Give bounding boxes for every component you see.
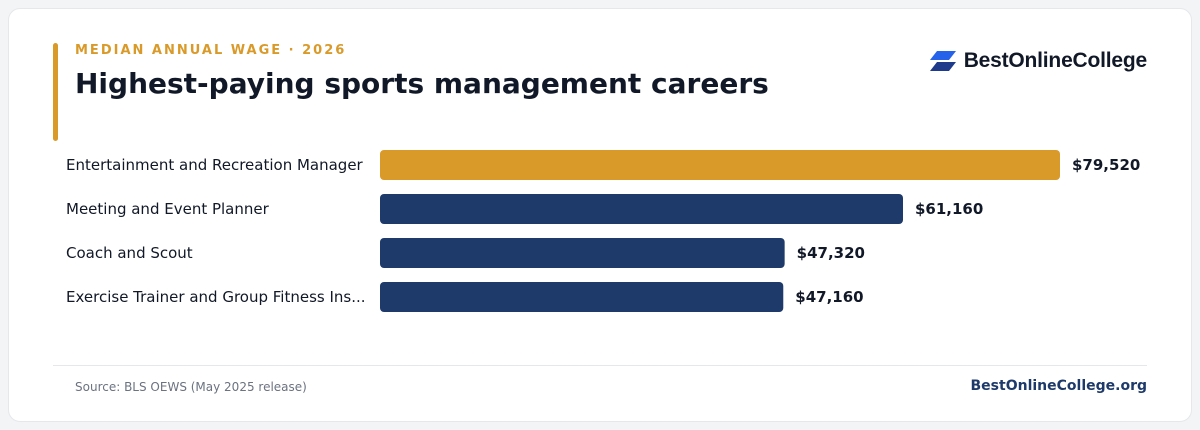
- bar: [380, 282, 784, 312]
- category-label: Exercise Trainer and Group Fitness Ins..…: [66, 288, 366, 306]
- bar: [380, 150, 1060, 180]
- accent-bar: [53, 43, 58, 141]
- stacked-parallelogram-icon: [929, 51, 956, 71]
- brand-logo[interactable]: BestOnlineCollege: [929, 49, 1148, 73]
- chart-title: Highest-paying sports management careers: [75, 67, 769, 100]
- site-link[interactable]: BestOnlineCollege.org: [970, 378, 1147, 394]
- value-label: $47,320: [797, 244, 865, 262]
- category-label: Entertainment and Recreation Manager: [66, 156, 364, 174]
- category-label: Coach and Scout: [66, 244, 193, 262]
- chart-card: MEDIAN ANNUAL WAGE · 2026 Highest-paying…: [8, 8, 1192, 422]
- footer-divider: [53, 365, 1147, 366]
- eyebrow-label: MEDIAN ANNUAL WAGE · 2026: [75, 43, 347, 58]
- source-note: Source: BLS OEWS (May 2025 release): [75, 380, 307, 394]
- logo-text: BestOnlineCollege: [963, 49, 1148, 72]
- value-label: $61,160: [915, 200, 983, 218]
- bar: [380, 238, 785, 268]
- category-label: Meeting and Event Planner: [66, 200, 270, 218]
- value-label: $47,160: [795, 288, 863, 306]
- bar: [380, 194, 903, 224]
- value-label: $79,520: [1072, 156, 1140, 174]
